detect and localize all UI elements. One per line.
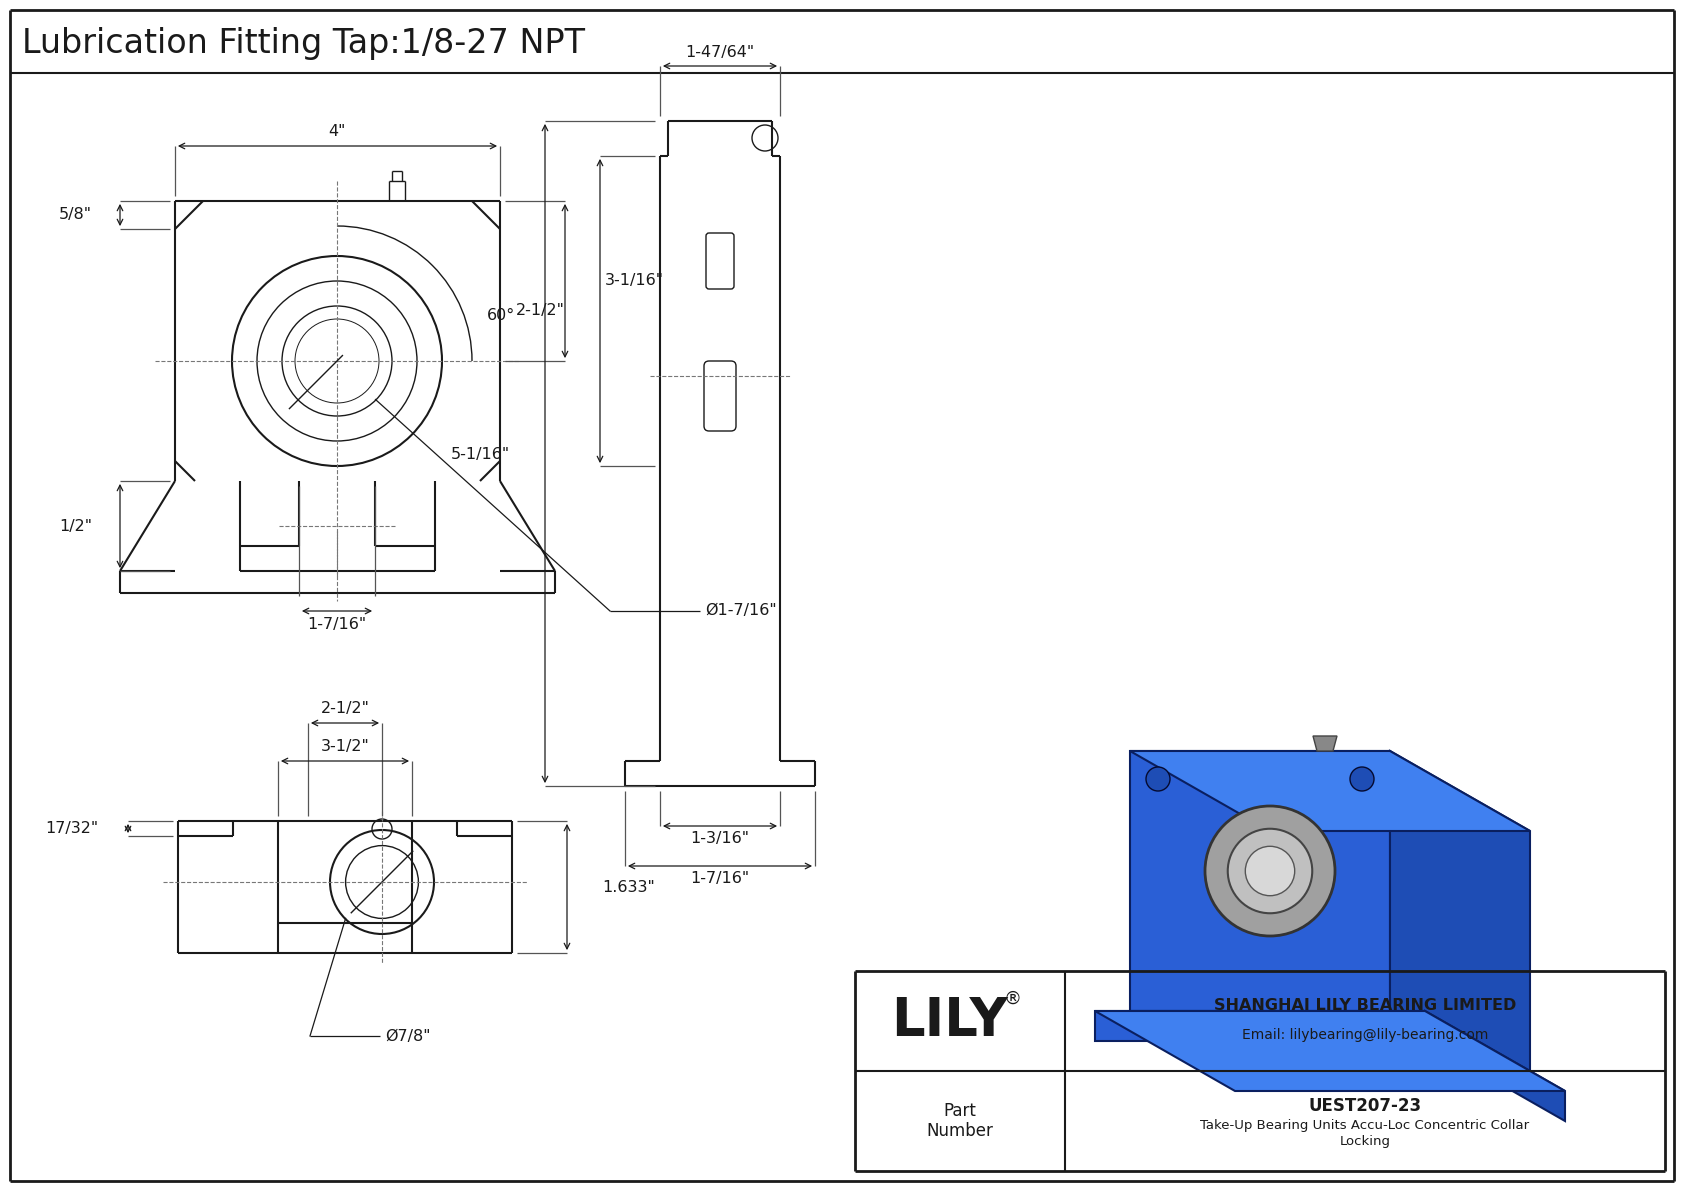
Text: Lubrication Fitting Tap:1/8-27 NPT: Lubrication Fitting Tap:1/8-27 NPT (22, 26, 584, 60)
Polygon shape (1095, 1011, 1564, 1091)
Text: Ø1-7/16": Ø1-7/16" (706, 604, 776, 618)
Text: 5-1/16": 5-1/16" (451, 447, 510, 461)
Text: 1-7/16": 1-7/16" (308, 617, 367, 631)
Circle shape (1228, 829, 1312, 913)
Polygon shape (1314, 736, 1337, 752)
Text: 3-1/16": 3-1/16" (605, 274, 663, 288)
Text: ®: ® (1004, 990, 1021, 1008)
Circle shape (1351, 767, 1374, 791)
Text: 1/2": 1/2" (59, 518, 93, 534)
Text: 5/8": 5/8" (59, 207, 93, 223)
Polygon shape (1425, 1011, 1564, 1121)
Text: 4": 4" (328, 125, 345, 139)
Polygon shape (1389, 752, 1531, 1091)
Polygon shape (1130, 752, 1389, 1011)
Text: Ø7/8": Ø7/8" (386, 1029, 431, 1043)
Text: Part
Number: Part Number (926, 1102, 994, 1141)
Circle shape (1206, 806, 1335, 936)
Circle shape (1147, 767, 1170, 791)
Text: 1-7/16": 1-7/16" (690, 872, 749, 886)
Polygon shape (1095, 1011, 1425, 1041)
Text: Locking: Locking (1339, 1135, 1391, 1147)
Text: 3-1/2": 3-1/2" (320, 740, 369, 755)
Text: 60°: 60° (487, 308, 515, 324)
Text: Email: lilybearing@lily-bearing.com: Email: lilybearing@lily-bearing.com (1241, 1028, 1489, 1042)
Text: Take-Up Bearing Units Accu-Loc Concentric Collar: Take-Up Bearing Units Accu-Loc Concentri… (1201, 1120, 1529, 1133)
Text: 1.633": 1.633" (601, 879, 655, 894)
Text: 17/32": 17/32" (45, 822, 98, 836)
Text: SHANGHAI LILY BEARING LIMITED: SHANGHAI LILY BEARING LIMITED (1214, 998, 1516, 1012)
Polygon shape (1130, 752, 1531, 831)
Text: UEST207-23: UEST207-23 (1308, 1097, 1421, 1115)
Circle shape (1244, 847, 1295, 896)
Text: 1-3/16": 1-3/16" (690, 831, 749, 847)
Text: LILY: LILY (891, 994, 1009, 1047)
Text: 2-1/2": 2-1/2" (515, 304, 566, 318)
Text: 1-47/64": 1-47/64" (685, 44, 754, 60)
Text: 2-1/2": 2-1/2" (320, 701, 369, 717)
